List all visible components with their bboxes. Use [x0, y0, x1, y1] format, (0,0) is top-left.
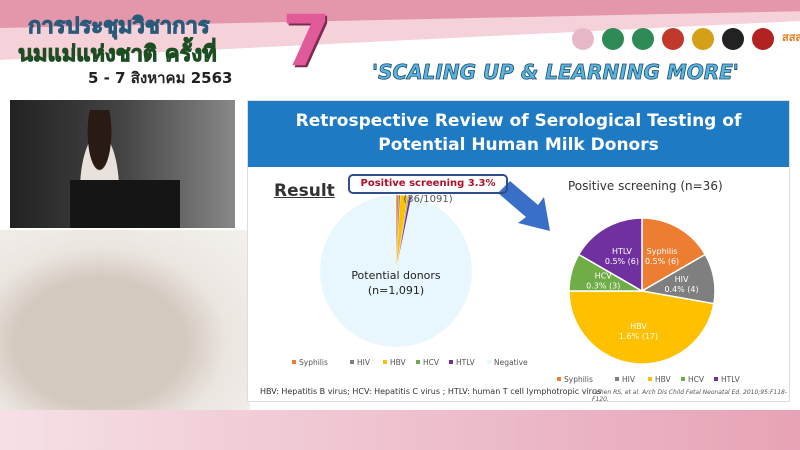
event-title-line2: นมแม่แห่งชาติ ครั้งที่: [18, 42, 218, 68]
legend-swatch: [487, 360, 491, 364]
legend-swatch: [557, 377, 561, 381]
event-number: 7: [282, 0, 331, 82]
slice-label-name: HCV: [595, 272, 613, 281]
event-title-line1: การประชุมวิชาการ: [28, 14, 211, 40]
right-slice-htlv: [577, 217, 643, 293]
logo-icon: [632, 28, 654, 50]
legend-label: Negative: [494, 358, 528, 367]
slice-label-value: 0.4% (4): [664, 285, 698, 294]
right-slice-hbv: [568, 290, 715, 365]
legend-label: Syphilis: [299, 358, 328, 367]
slice-label-value: 0.5% (6): [605, 257, 639, 266]
legend-label: HBV: [390, 358, 407, 367]
legend-swatch: [292, 360, 296, 364]
legend-label: HTLV: [456, 358, 476, 367]
legend-swatch: [350, 360, 354, 364]
legend-swatch: [714, 377, 718, 381]
legend-label: HCV: [688, 375, 705, 384]
event-slogan: 'SCALING UP & LEARNING MORE': [372, 60, 740, 85]
left-center-label: Potential donors: [351, 269, 441, 282]
slice-label-name: HIV: [675, 275, 689, 284]
logo-icon: [572, 28, 594, 50]
left-slice-negative: [319, 194, 473, 348]
callout-bold: Positive screening 3.3%: [360, 178, 496, 189]
podium: [70, 180, 180, 228]
slice-label-value: 1.6% (17): [619, 332, 658, 341]
positive-callout: Positive screening 3.3% (36/1091): [348, 174, 508, 205]
legend-label: HTLV: [721, 375, 741, 384]
child-photo: [0, 230, 250, 435]
logo-icon: [662, 28, 684, 50]
left-center-count: (n=1,091): [368, 284, 424, 297]
right-chart-title: Positive screening (n=36): [568, 179, 723, 193]
callout-count: (36/1091): [403, 194, 453, 205]
slice-label-value: 0.3% (3): [586, 282, 620, 291]
legend-swatch: [383, 360, 387, 364]
legend-swatch: [416, 360, 420, 364]
legend-label: HIV: [622, 375, 636, 384]
charts-svg: Syphilis HIV HBV HCV HTLV NegativeSyphilis0.5…: [292, 181, 741, 384]
legend-swatch: [615, 377, 619, 381]
logo-icon: [692, 28, 714, 50]
sponsor-logos: สสส: [572, 28, 800, 50]
slide-title-line2: Potential Human Milk Donors: [378, 135, 659, 155]
footnote: HBV: Hepatitis B virus; HCV: Hepatitis C…: [260, 387, 601, 396]
presentation-slide: Retrospective Review of Serological Test…: [247, 100, 790, 403]
right-slice-syphilis: [641, 217, 707, 293]
slice-label-name: HTLV: [612, 247, 632, 256]
logo-icon: [722, 28, 744, 50]
speaker-video: [10, 100, 235, 228]
slice-label-name: HBV: [630, 322, 647, 331]
arrow-icon: [498, 181, 550, 231]
sss-logo: สสส: [782, 31, 800, 44]
slice-label-name: Syphilis: [647, 247, 678, 256]
legend-swatch: [449, 360, 453, 364]
legend-label: HCV: [423, 358, 440, 367]
legend-swatch: [648, 377, 652, 381]
logo-icon: [752, 28, 774, 50]
legend-label: Syphilis: [564, 375, 593, 384]
result-heading: Result: [274, 181, 335, 201]
citation: Cohen RS, et al. Arch Dis Child Fetal Ne…: [592, 389, 788, 403]
slice-label-value: 0.5% (6): [645, 257, 679, 266]
slide-title: Retrospective Review of Serological Test…: [248, 101, 789, 167]
bottom-band: [0, 410, 800, 450]
legend-label: HIV: [357, 358, 371, 367]
event-date: 5 - 7 สิงหาคม 2563: [88, 69, 233, 87]
logo-icon: [602, 28, 624, 50]
footnote-text: HBV: Hepatitis B virus; HCV: Hepatitis C…: [260, 387, 602, 396]
slide-title-line1: Retrospective Review of Serological Test…: [295, 111, 742, 131]
legend-swatch: [681, 377, 685, 381]
legend-label: HBV: [655, 375, 672, 384]
